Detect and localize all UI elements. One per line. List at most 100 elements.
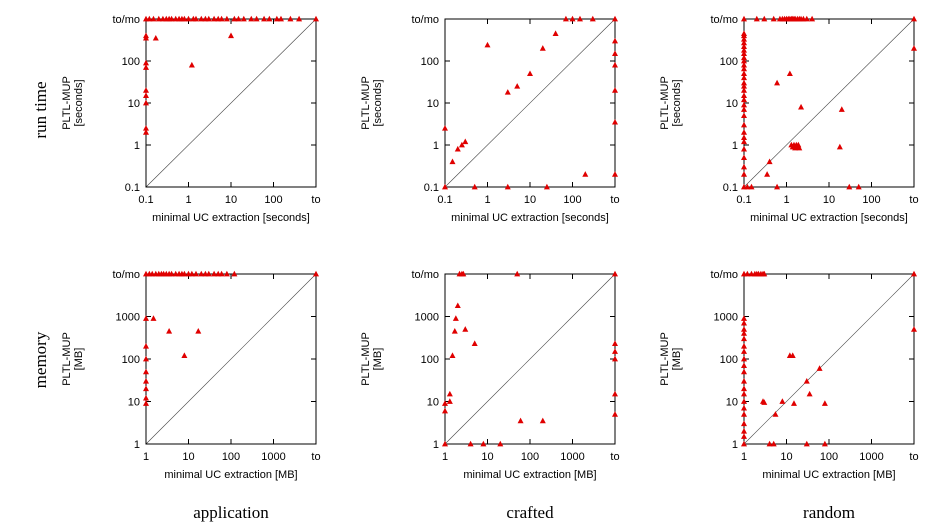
- diagonal-line: [145, 273, 317, 445]
- y-tick-label: 100: [122, 56, 140, 68]
- data-point: [774, 183, 781, 190]
- x-tick-label: 1: [783, 194, 789, 206]
- x-tick-label: to: [909, 451, 918, 463]
- data-point: [539, 45, 546, 51]
- data-point: [741, 154, 747, 161]
- y-tick-label: 10: [427, 98, 439, 110]
- data-point: [741, 355, 747, 362]
- data-point: [612, 348, 618, 354]
- y-tick-label: 10: [726, 397, 738, 409]
- y-axis-label-line: [seconds]: [73, 79, 85, 126]
- data-point: [741, 368, 747, 375]
- data-point: [143, 368, 149, 375]
- data-point: [460, 270, 467, 277]
- data-point: [790, 142, 797, 149]
- x-tick-label: 10: [225, 194, 237, 206]
- data-point: [143, 59, 149, 66]
- data-point: [766, 158, 773, 165]
- x-tick-label: 100: [563, 194, 581, 206]
- x-tick-label: 1: [741, 451, 747, 463]
- data-point: [143, 87, 149, 93]
- data-point: [612, 87, 618, 93]
- data-point: [143, 394, 149, 401]
- y-tick-label: 0.1: [723, 182, 738, 194]
- y-axis-label-line: PLTL-MUP: [360, 332, 372, 386]
- data-point: [143, 400, 149, 406]
- y-axis-label-line: [seconds]: [671, 79, 683, 126]
- data-point: [779, 398, 786, 404]
- column-label-random: random: [803, 503, 855, 522]
- data-point: [442, 183, 448, 190]
- y-tick-label: 1: [433, 140, 439, 152]
- data-point: [741, 83, 747, 89]
- y-tick-label: to/mo: [710, 269, 738, 281]
- data-point: [442, 125, 448, 131]
- x-tick-label: to: [610, 451, 619, 463]
- data-point: [146, 15, 153, 22]
- data-point: [582, 171, 589, 177]
- data-point: [612, 340, 618, 347]
- data-point: [741, 47, 747, 53]
- data-point: [504, 89, 511, 95]
- y-axis-label: PLTL-MUP[seconds]: [659, 76, 683, 130]
- y-tick-label: 1: [134, 140, 140, 152]
- data-point: [205, 15, 212, 22]
- data-point: [741, 343, 747, 349]
- data-point: [741, 385, 747, 392]
- x-tick-label: to: [610, 194, 619, 206]
- data-point: [539, 417, 546, 424]
- data-point: [514, 270, 521, 277]
- data-point: [143, 99, 149, 106]
- x-tick-label: 10: [481, 451, 493, 463]
- data-point: [231, 270, 238, 277]
- data-point: [471, 183, 478, 190]
- data-point: [741, 398, 747, 404]
- data-point: [748, 183, 755, 190]
- data-point: [480, 440, 487, 447]
- data-point: [195, 328, 202, 334]
- diagonal-line: [743, 273, 915, 445]
- data-point: [143, 125, 149, 131]
- x-tick-label: 1000: [261, 451, 285, 463]
- x-axis-label: minimal UC extraction [seconds]: [750, 212, 908, 224]
- data-point: [753, 15, 760, 22]
- data-point: [741, 106, 747, 112]
- data-point: [741, 163, 747, 170]
- data-point: [451, 328, 458, 334]
- data-point: [789, 352, 796, 359]
- data-point: [181, 270, 188, 277]
- data-point: [911, 326, 917, 332]
- data-point: [741, 362, 747, 368]
- data-point: [185, 15, 192, 22]
- data-point: [231, 15, 238, 22]
- x-tick-label: 100: [222, 451, 240, 463]
- data-point: [911, 15, 917, 22]
- x-tick-label: 100: [820, 451, 838, 463]
- y-tick-label: 0.1: [125, 182, 140, 194]
- y-axis-label-line: PLTL-MUP: [659, 332, 671, 386]
- data-point: [790, 400, 797, 406]
- data-point: [741, 92, 747, 99]
- data-point: [188, 270, 195, 277]
- x-tick-label: 0.1: [437, 194, 452, 206]
- data-point: [218, 15, 225, 22]
- data-point: [911, 270, 917, 277]
- y-tick-label: 1000: [714, 312, 738, 324]
- data-point: [211, 15, 218, 22]
- data-point: [471, 340, 478, 347]
- data-point: [741, 138, 747, 145]
- data-point: [741, 378, 747, 384]
- data-point: [741, 326, 747, 332]
- x-tick-label: to: [311, 451, 320, 463]
- data-point: [446, 398, 453, 404]
- data-point: [741, 171, 747, 177]
- data-point: [612, 270, 618, 277]
- y-axis-label: PLTL-MUP[MB]: [360, 332, 384, 386]
- data-point: [816, 365, 823, 371]
- data-point: [253, 15, 260, 22]
- data-point: [741, 129, 747, 135]
- x-axis-label: minimal UC extraction [seconds]: [451, 212, 609, 224]
- x-tick-label: 1: [143, 451, 149, 463]
- x-tick-label: 100: [521, 451, 539, 463]
- y-tick-label: 0.1: [424, 182, 439, 194]
